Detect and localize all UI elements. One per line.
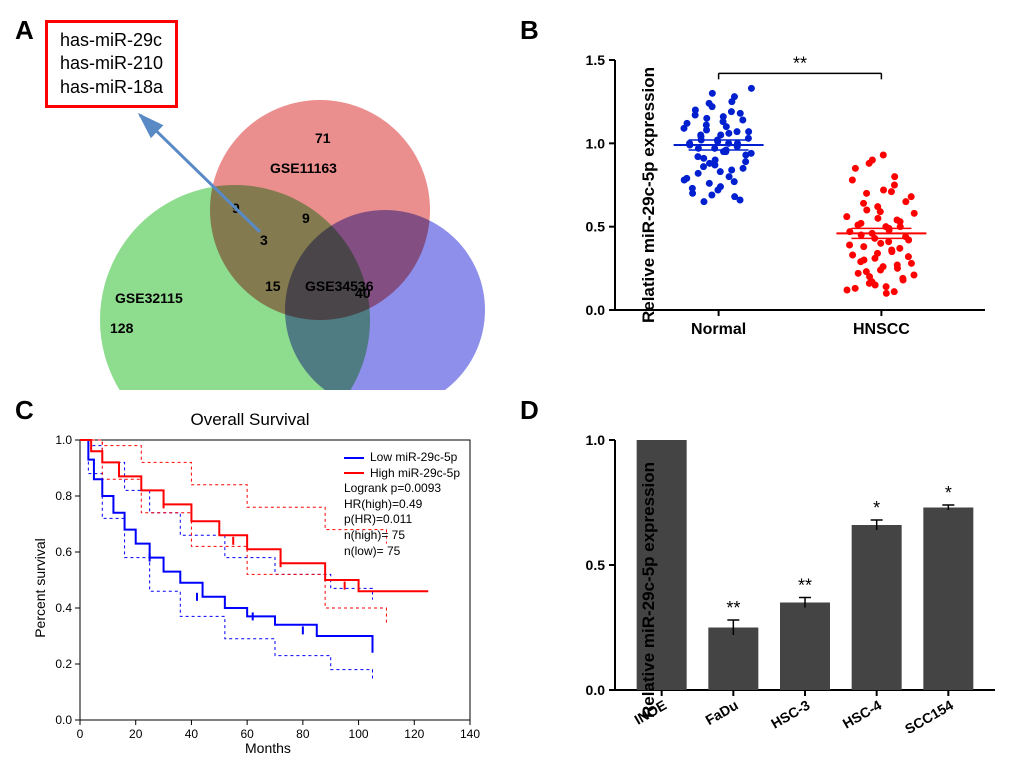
svg-text:**: ** (726, 598, 740, 618)
svg-text:0.4: 0.4 (55, 601, 72, 615)
legend-row: p(HR)=0.011 (344, 512, 460, 528)
panel-d-label: D (520, 395, 539, 426)
mirna-item: has-miR-29c (60, 29, 163, 52)
svg-text:120: 120 (404, 727, 424, 741)
svg-text:1.0: 1.0 (586, 432, 606, 448)
mirna-item: has-miR-18a (60, 76, 163, 99)
svg-text:80: 80 (296, 727, 310, 741)
panel-b: B Relative miR-29c-5p expression 0.0 0.5 1… (515, 10, 1010, 380)
svg-text:60: 60 (240, 727, 254, 741)
legend-row: n(low)= 75 (344, 544, 460, 560)
svg-text:FaDu: FaDu (703, 697, 741, 728)
svg-text:*: * (873, 498, 880, 518)
svg-text:0.6: 0.6 (55, 545, 72, 559)
legend-row: High miR-29c-5p (344, 466, 460, 482)
panel-d-ylabel: Relative miR-29c-5p expression (639, 462, 659, 718)
svg-text:0: 0 (77, 727, 84, 741)
svg-text:SCC154: SCC154 (902, 697, 956, 737)
legend-row: Logrank p=0.0093 (344, 481, 460, 497)
svg-text:**: ** (798, 576, 812, 596)
svg-text:0.5: 0.5 (586, 219, 606, 235)
panel-d: D Relative miR-29c-5p expression 0.0 0.5 1… (515, 390, 1010, 770)
svg-text:20: 20 (129, 727, 143, 741)
svg-text:0.5: 0.5 (586, 557, 606, 573)
svg-text:**: ** (793, 53, 807, 73)
svg-text:HSC-4: HSC-4 (840, 697, 885, 732)
survival-legend: Low miR-29c-5pHigh miR-29c-5pLogrank p=0… (344, 450, 460, 559)
panel-c-ylabel: Percent survival (32, 538, 48, 638)
svg-text:*: * (945, 483, 952, 503)
svg-text:Normal: Normal (691, 321, 746, 338)
svg-text:1.0: 1.0 (586, 135, 606, 151)
legend-row: HR(high)=0.49 (344, 497, 460, 513)
svg-text:1.5: 1.5 (586, 52, 606, 68)
survival-title: Overall Survival (190, 410, 309, 430)
svg-text:HNSCC: HNSCC (853, 321, 910, 338)
panel-c: C Overall Survival 0204060801001201400.0… (10, 390, 505, 770)
legend-row: Low miR-29c-5p (344, 450, 460, 466)
survival-plot-wrapper: Overall Survival 0 20 40 60 80 100 120 140 0.0 0.… (10, 390, 490, 770)
svg-text:140: 140 (460, 727, 480, 741)
legend-row: n(high)= 75 (344, 528, 460, 544)
mirna-item: has-miR-210 (60, 52, 163, 75)
svg-text:0.8: 0.8 (55, 489, 72, 503)
svg-text:HSC-3: HSC-3 (768, 697, 813, 732)
svg-text:0.0: 0.0 (55, 713, 72, 727)
svg-text:0.2: 0.2 (55, 657, 72, 671)
panel-a: A has-miR-29chas-miR-210has-miR-18a GSE1… (10, 10, 505, 380)
panel-b-ylabel: Relative miR-29c-5p expression (639, 67, 659, 323)
panel-c-xlabel: Months (245, 740, 291, 756)
mirna-callout-box: has-miR-29chas-miR-210has-miR-18a (45, 20, 178, 108)
svg-text:40: 40 (185, 727, 199, 741)
svg-text:1.0: 1.0 (55, 433, 72, 447)
svg-text:0.0: 0.0 (586, 682, 606, 698)
scatter-chart-b: Relative miR-29c-5p expression 0.0 0.5 1.0… (575, 40, 1005, 350)
svg-text:100: 100 (349, 727, 369, 741)
svg-text:0.0: 0.0 (586, 302, 606, 318)
panel-b-label: B (520, 15, 539, 46)
bar-chart-d: Relative miR-29c-5p expression 0.0 0.5 1.0… (575, 420, 1005, 760)
venn-diagram: has-miR-29chas-miR-210has-miR-18a GSE111… (10, 10, 490, 380)
